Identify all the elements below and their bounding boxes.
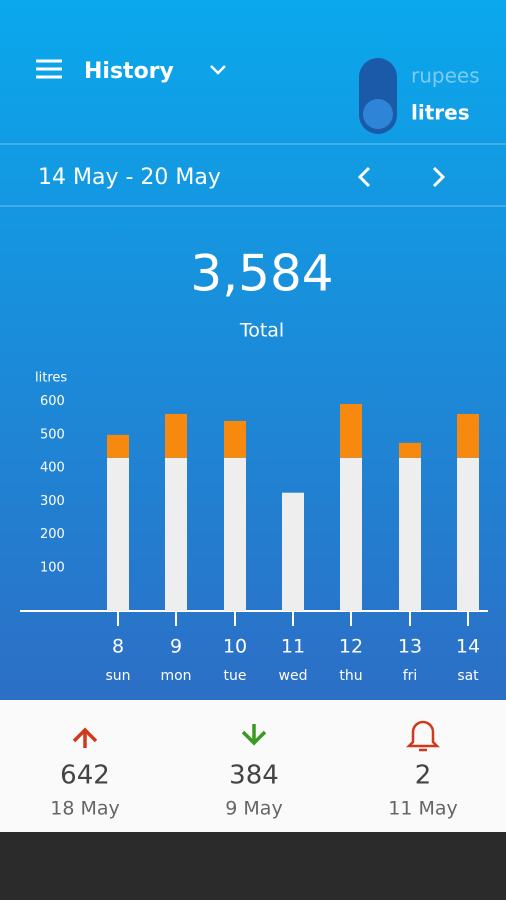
screen-title: History xyxy=(84,59,174,84)
toggle-option[interactable]: litres xyxy=(411,101,470,125)
date-range: 14 May - 20 May xyxy=(38,165,221,190)
bar-segment xyxy=(165,457,187,611)
x-sublabel: fri xyxy=(403,668,418,684)
bar-segment xyxy=(224,420,246,458)
total-value: 3,584 xyxy=(190,245,333,303)
y-tick-label: 400 xyxy=(40,461,65,476)
x-tick-label: 10 xyxy=(223,636,247,658)
bar-segment xyxy=(107,434,129,458)
stat-icon xyxy=(405,720,441,752)
x-sublabel: mon xyxy=(160,668,191,684)
stat-icon xyxy=(241,724,267,746)
y-tick-label: 100 xyxy=(40,560,65,575)
dropdown[interactable] xyxy=(210,65,226,75)
y-axis-label: litres xyxy=(35,371,67,386)
stat-icon xyxy=(72,727,98,748)
y-tick-label: 300 xyxy=(40,494,65,509)
x-sublabel: wed xyxy=(279,668,308,684)
x-tick-label: 13 xyxy=(398,636,422,658)
stat-date: 11 May xyxy=(388,798,458,820)
bar-segment xyxy=(457,413,479,458)
stat-date: 18 May xyxy=(50,798,120,820)
y-tick-label: 500 xyxy=(40,427,65,442)
prev-button[interactable] xyxy=(357,166,371,188)
x-tick-label: 12 xyxy=(339,636,363,658)
x-tick-label: 11 xyxy=(281,636,305,658)
x-tick-label: 9 xyxy=(170,636,182,658)
x-sublabel: tue xyxy=(224,668,247,684)
stat-value: 384 xyxy=(229,761,279,791)
y-tick-label: 600 xyxy=(40,394,65,409)
x-tick-label: 8 xyxy=(112,636,124,658)
bar-segment xyxy=(340,457,362,611)
bar-segment xyxy=(399,442,421,458)
bar-segment xyxy=(282,492,304,611)
y-tick-label: 200 xyxy=(40,527,65,542)
total-label: Total xyxy=(239,320,284,342)
next-button[interactable] xyxy=(432,166,446,188)
toggle-option[interactable]: rupees xyxy=(411,64,480,88)
bar-segment xyxy=(340,403,362,458)
x-sublabel: thu xyxy=(339,668,362,684)
stat-value: 642 xyxy=(60,761,110,791)
bar-segment xyxy=(224,457,246,611)
nav-bar xyxy=(0,832,506,900)
header-bg xyxy=(0,0,506,700)
x-sublabel: sat xyxy=(457,668,479,684)
bar-segment xyxy=(107,457,129,611)
x-tick-label: 14 xyxy=(456,636,480,658)
menu-icon[interactable] xyxy=(36,59,62,79)
bar-segment xyxy=(457,457,479,611)
stat-value: 2 xyxy=(415,761,432,791)
bar-segment xyxy=(165,413,187,458)
toggle-knob xyxy=(363,99,393,129)
stat-date: 9 May xyxy=(225,798,282,820)
x-sublabel: sun xyxy=(105,668,130,684)
bar-segment xyxy=(399,457,421,611)
